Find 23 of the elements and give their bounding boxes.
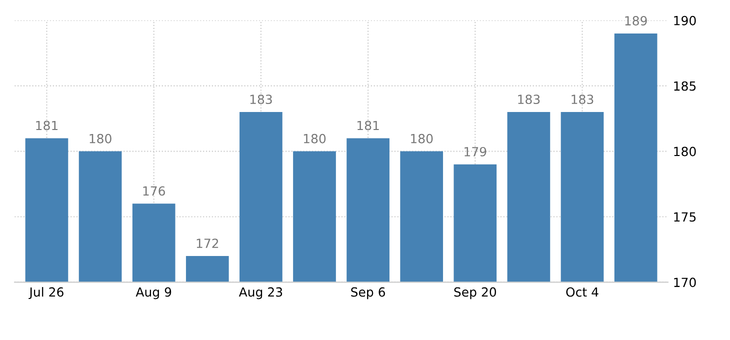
y-tick-label: 175 bbox=[674, 212, 696, 222]
x-tick-label: Oct 4 bbox=[566, 287, 598, 297]
y-tick-label: 185 bbox=[674, 81, 696, 91]
y-tick-label: 170 bbox=[674, 278, 696, 288]
data-label: 183 bbox=[250, 94, 272, 104]
x-tick-label: Sep 6 bbox=[351, 287, 386, 300]
data-label: 172 bbox=[196, 238, 218, 248]
data-label: 176 bbox=[143, 186, 165, 196]
data-label: 181 bbox=[36, 120, 58, 130]
data-label: 180 bbox=[90, 134, 112, 144]
data-label: 179 bbox=[464, 146, 486, 156]
y-tick-label: 190 bbox=[674, 16, 696, 26]
x-tick-label: Aug 9 bbox=[136, 287, 172, 300]
x-tick-label: Aug 23 bbox=[238, 287, 282, 300]
data-label: 180 bbox=[411, 134, 433, 144]
data-label: 183 bbox=[572, 94, 594, 104]
data-label: 183 bbox=[518, 94, 540, 104]
x-tick-label: Jul 26 bbox=[28, 287, 64, 300]
data-label: 181 bbox=[357, 120, 379, 130]
data-label: 189 bbox=[625, 16, 647, 26]
data-label: 180 bbox=[304, 134, 326, 144]
x-tick-label: Sep 20 bbox=[454, 287, 496, 300]
y-tick-label: 180 bbox=[674, 146, 696, 156]
